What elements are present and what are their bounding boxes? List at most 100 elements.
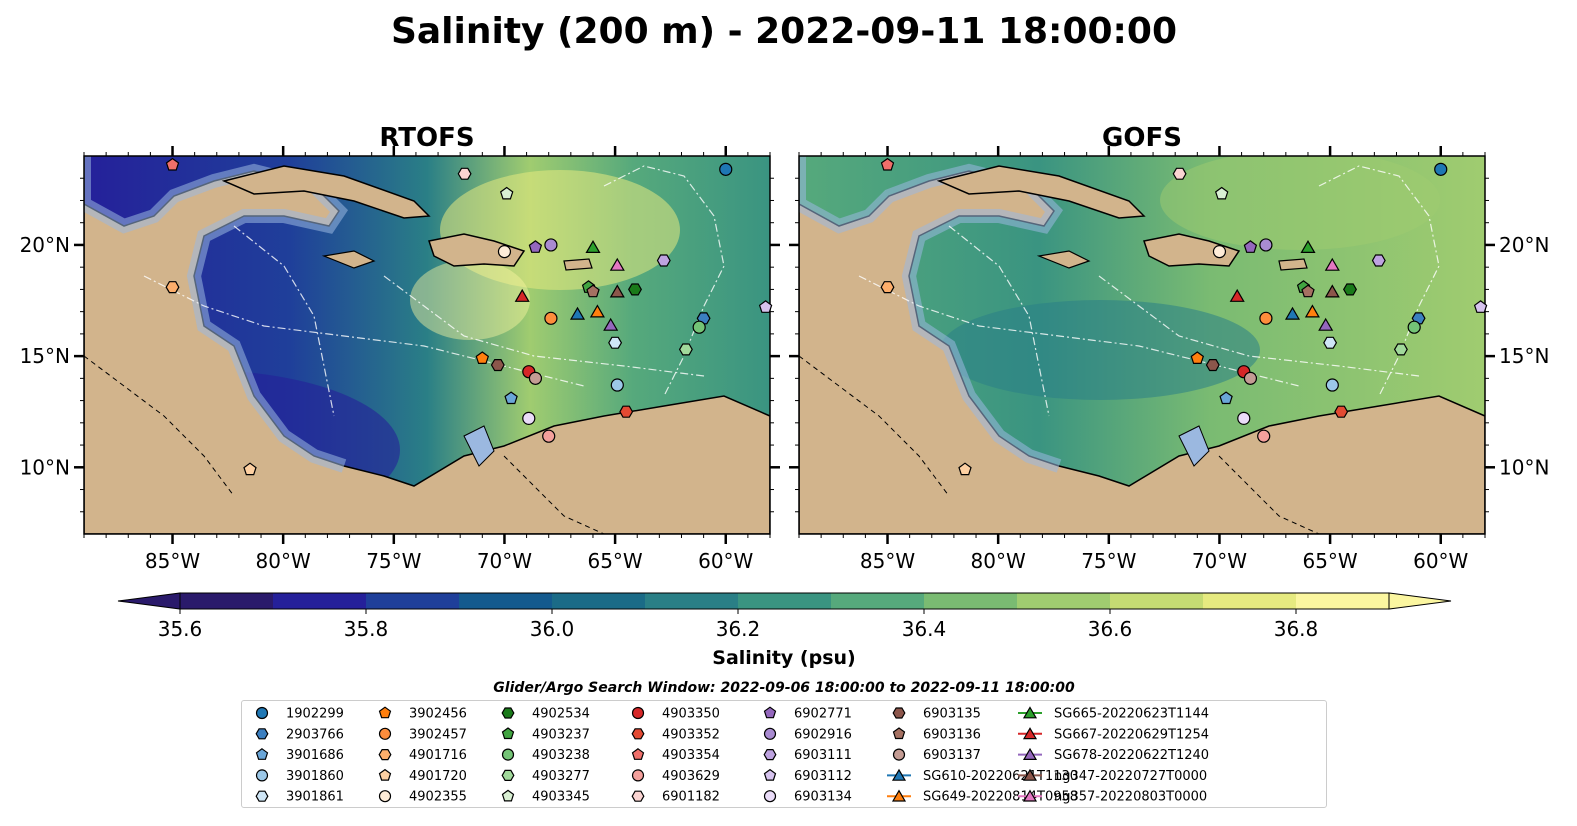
legend-marker-4903352	[631, 728, 645, 740]
legend-marker-SG665-20220623T1144	[1022, 706, 1038, 719]
legend-marker-6903111	[763, 748, 777, 761]
marker-6902771	[528, 240, 543, 253]
marker-6903136	[586, 284, 600, 298]
legend-label: 4901720	[409, 769, 467, 784]
colorbar-extend-min	[117, 592, 181, 610]
marker-4903238	[692, 320, 706, 334]
marker-4901716	[880, 281, 895, 294]
legend-marker-SG610-20220621T1130	[891, 768, 907, 781]
x-tick-label: 80°W	[971, 549, 1026, 573]
marker-3902456	[475, 351, 490, 364]
legend-label: 6903134	[794, 790, 852, 805]
legend-label: 6902916	[794, 727, 852, 742]
observation-markers	[165, 157, 1488, 476]
legend-label: 4902534	[532, 707, 590, 722]
legend-label: 3901860	[286, 769, 344, 784]
marker-ng347-20220727T0000	[1324, 284, 1340, 298]
marker-6903135	[490, 359, 505, 372]
y-tick-label: 20°N	[1499, 233, 1549, 257]
marker-6903136	[1301, 284, 1315, 298]
x-tick-label: 75°W	[1081, 549, 1136, 573]
legend-label: 6903137	[923, 748, 981, 763]
x-tick-label: 75°W	[366, 549, 421, 573]
legend-marker-SG678-20220622T1240	[1022, 747, 1038, 761]
legend-marker-6903135	[892, 707, 906, 719]
marker-6903111	[1371, 254, 1386, 267]
legend-marker-6901182	[631, 790, 645, 802]
marker-6901182	[1172, 167, 1187, 180]
marker-1902299	[719, 162, 733, 176]
legend-marker-6903137	[892, 748, 906, 761]
marker-6902771	[1243, 240, 1258, 253]
marker-3902456	[1190, 351, 1205, 364]
marker-6902916	[1259, 238, 1273, 252]
panel-title-gofs: GOFS	[1102, 123, 1182, 153]
legend-label: 3902457	[409, 727, 467, 742]
marker-SG665-20220623T1144	[585, 240, 601, 253]
legend-marker-6903136	[892, 727, 906, 740]
legend-marker-SG649-20220814T0958	[891, 789, 907, 802]
legend-label: 4903237	[532, 727, 590, 742]
marker-SG678-20220622T1240	[1318, 317, 1334, 331]
legend-marker-4902355	[378, 790, 392, 803]
legend-label: 3901861	[286, 790, 344, 805]
marker-SG610-20220621T1130	[569, 306, 586, 320]
x-tick-label: 65°W	[587, 549, 642, 573]
colorbar-segment	[459, 593, 553, 609]
marker-4903354	[880, 157, 895, 171]
marker-3901686	[1219, 391, 1233, 405]
colorbar-tick-label: 36.8	[1274, 617, 1319, 641]
marker-3902457	[1259, 311, 1273, 325]
map-frame-rtofs	[83, 155, 771, 535]
marker-6903112	[1473, 300, 1488, 313]
marker-3901860	[1325, 378, 1339, 392]
marker-SG665-20220623T1144	[1300, 240, 1316, 253]
legend-label: SG610-20220621T1130	[923, 769, 1078, 784]
colorbar-tick-label: 36.6	[1088, 617, 1133, 641]
legend-label: 4903345	[532, 790, 590, 805]
x-tick-label: 85°W	[145, 549, 200, 573]
marker-4901716	[165, 281, 180, 294]
marker-6902916	[544, 238, 558, 252]
legend-label: SG678-20220622T1240	[1054, 748, 1209, 763]
colorbar-segment	[552, 593, 646, 609]
legend-marker-4901716	[378, 748, 392, 761]
colorbar: 35.6 35.8 36.0 36.2 36.4 36.6 36.8	[117, 592, 1452, 641]
map-panel-rtofs	[84, 156, 770, 534]
marker-6903134	[522, 411, 536, 425]
legend-label: 4903277	[532, 769, 590, 784]
map-axes: 85°W 80°W 75°W 70°W 65°W 60°W 10°N 15°N 20°N 85°W…	[20, 146, 1549, 573]
colorbar-label: Salinity (psu)	[712, 647, 855, 669]
legend-marker-6902916	[763, 727, 777, 740]
legend-marker-SG667-20220629T1254	[1022, 727, 1038, 740]
colorbar-extend-max	[1388, 592, 1452, 610]
legend-label: 6903111	[794, 748, 852, 763]
y-tick-label: 15°N	[1499, 344, 1549, 368]
colorbar-segment	[273, 593, 367, 609]
legend-label: 2903766	[286, 727, 344, 742]
marker-3902457	[544, 311, 558, 325]
legend-marker-4903629	[631, 769, 645, 782]
legend-label: SG649-20220814T0958	[923, 790, 1078, 805]
colorbar-segment	[1110, 593, 1204, 609]
marker-6903112	[758, 300, 773, 313]
x-tick-label: 85°W	[860, 549, 915, 573]
legend-label: 4903352	[662, 727, 720, 742]
marker-4903354	[165, 157, 180, 171]
marker-6903137	[528, 371, 543, 385]
legend-marker-3902456	[378, 706, 392, 719]
colorbar-tick-label: 36.0	[530, 617, 575, 641]
legend-marker-4903237	[501, 727, 515, 740]
legend: 1902299 2903766 3901686 3901860 3901861 39024…	[241, 700, 1327, 808]
marker-4902534	[628, 283, 642, 296]
panel-title-rtofs: RTOFS	[379, 123, 474, 153]
legend-label: 6903136	[923, 727, 981, 742]
legend-marker-3902457	[378, 727, 392, 740]
legend-marker-6903134	[763, 790, 777, 803]
legend-label: 3902456	[409, 707, 467, 722]
legend-marker-2903766	[255, 728, 269, 740]
map-panel-gofs	[799, 156, 1485, 534]
marker-4902355	[1212, 245, 1227, 259]
legend-marker-6903112	[763, 768, 777, 781]
